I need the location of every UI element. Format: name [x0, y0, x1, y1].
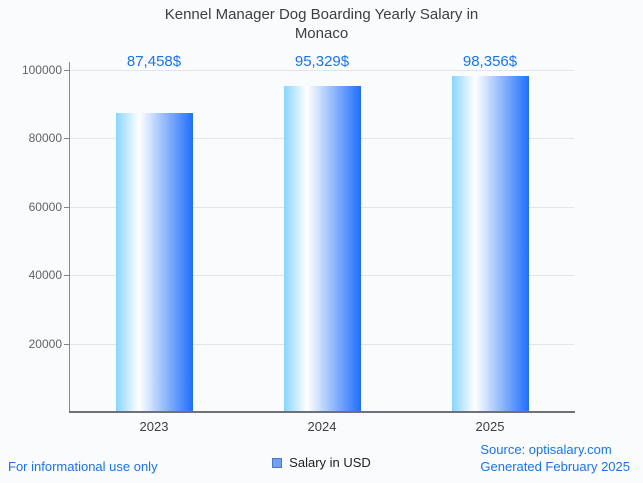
y-axis-tick — [64, 344, 70, 345]
y-axis-tick-label: 20000 — [28, 337, 62, 351]
source-link[interactable]: Source: optisalary.com — [480, 442, 612, 457]
gridline — [70, 70, 574, 71]
bar-2023 — [116, 113, 193, 412]
x-axis-tick-label: 2024 — [307, 419, 337, 434]
y-axis-tick-label: 80000 — [28, 131, 62, 145]
y-axis-tick — [64, 207, 70, 208]
source-block: Source: optisalary.com Generated Februar… — [480, 441, 630, 475]
x-axis-line — [69, 411, 575, 413]
y-axis-tick — [64, 70, 70, 71]
legend-label: Salary in USD — [289, 455, 371, 470]
y-axis-tick-label: 40000 — [28, 268, 62, 282]
y-axis-tick — [64, 275, 70, 276]
disclaimer-text: For informational use only — [8, 459, 158, 474]
bar-value-label: 87,458$ — [126, 53, 182, 70]
bar-value-label: 95,329$ — [294, 53, 350, 70]
bar-2024 — [284, 86, 361, 412]
y-axis-tick-label: 60000 — [28, 200, 62, 214]
x-axis-tick-label: 2025 — [475, 419, 505, 434]
legend-swatch — [272, 457, 283, 468]
chart-title: Kennel Manager Dog Boarding Yearly Salar… — [164, 6, 479, 42]
bar-2025 — [452, 76, 529, 412]
legend: Salary in USD — [0, 455, 643, 470]
y-axis-tick-label: 100000 — [21, 63, 62, 77]
y-axis-tick — [64, 138, 70, 139]
bar-value-label: 98,356$ — [462, 53, 518, 70]
plot-area — [70, 70, 574, 412]
x-axis-tick-label: 2023 — [139, 419, 169, 434]
generated-date: Generated February 2025 — [480, 459, 630, 474]
y-axis-line — [69, 62, 70, 412]
